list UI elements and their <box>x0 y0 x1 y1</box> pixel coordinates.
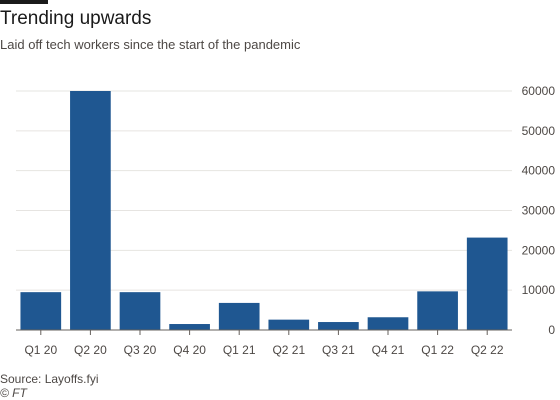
bars <box>20 91 508 330</box>
chart-subtitle: Laid off tech workers since the start of… <box>0 37 301 52</box>
bar <box>466 237 508 330</box>
y-tick-label: 40000 <box>522 164 556 178</box>
bar <box>268 319 310 330</box>
bar <box>318 322 359 330</box>
x-tick-label: Q3 20 <box>124 343 157 357</box>
y-tick-label: 30000 <box>522 204 556 218</box>
bar <box>70 91 111 330</box>
x-tick-label: Q4 21 <box>372 343 405 357</box>
bar-chart: 0 10000 20000 30000 40000 50000 60000 Q1 20 Q2 … <box>16 84 556 357</box>
source-note: Source: Layoffs.fyi <box>0 372 99 386</box>
y-tick-label: 10000 <box>522 283 556 297</box>
x-axis-labels: Q1 20 Q2 20 Q3 20 Q4 20 Q1 21 Q2 21 Q3 21 Q4 21… <box>24 330 504 357</box>
x-tick-label: Q1 22 <box>421 343 454 357</box>
x-tick-label: Q2 20 <box>74 343 107 357</box>
x-tick-label: Q4 20 <box>173 343 206 357</box>
brand-bar <box>0 0 48 4</box>
y-tick-label: 50000 <box>522 124 556 138</box>
x-tick-label: Q1 20 <box>24 343 57 357</box>
x-tick-label: Q2 22 <box>471 343 504 357</box>
chart-title: Trending upwards <box>0 8 152 29</box>
bar <box>20 292 62 330</box>
y-tick-label: 0 <box>548 323 555 337</box>
y-tick-label: 60000 <box>522 84 556 98</box>
y-axis-labels: 0 10000 20000 30000 40000 50000 60000 <box>522 84 556 337</box>
bar <box>367 317 409 330</box>
bar <box>218 302 260 330</box>
x-tick-label: Q3 21 <box>322 343 355 357</box>
bar <box>417 291 458 330</box>
x-tick-label: Q1 21 <box>223 343 256 357</box>
y-tick-label: 20000 <box>522 243 556 257</box>
bar <box>169 324 210 330</box>
copyright-note: © FT <box>0 386 27 400</box>
x-tick-label: Q2 21 <box>272 343 305 357</box>
bar <box>119 292 161 330</box>
